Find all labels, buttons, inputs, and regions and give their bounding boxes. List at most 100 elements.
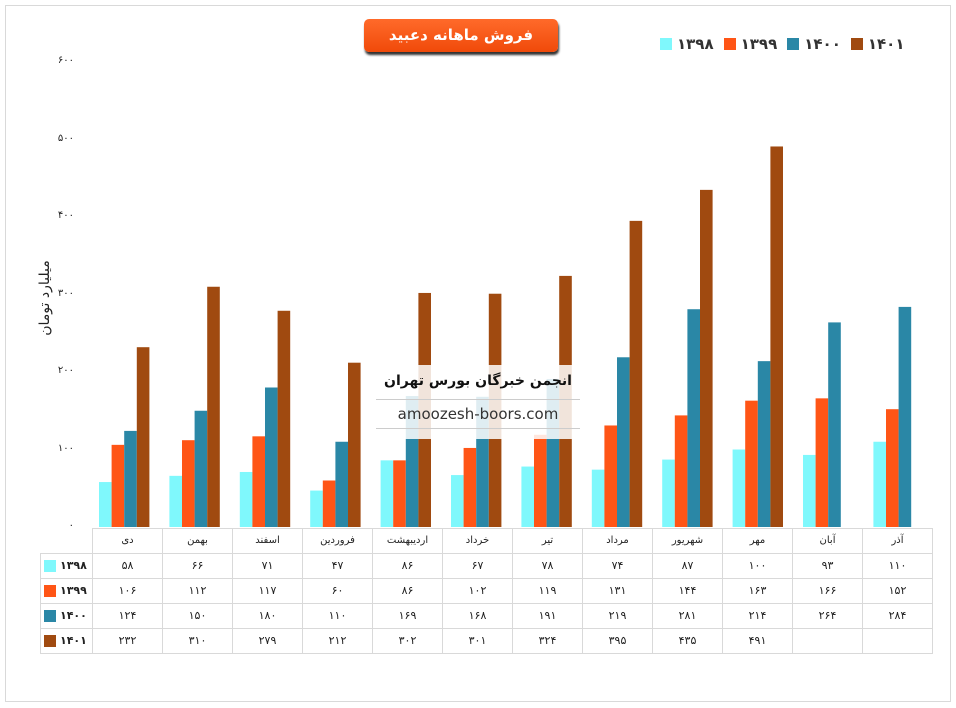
bar-2-0: [124, 430, 137, 527]
bar-0-4: [380, 460, 394, 527]
bar-0-5: [451, 475, 464, 527]
bar-2-3: [335, 441, 348, 527]
data-table: دی بهمن اسفند فروردین اردیبهشت خرداد تیر مرداد ش…: [40, 528, 933, 654]
x-tick-label: خرداد: [442, 528, 513, 554]
watermark: انجمن خبرگان بورس تهران amoozesh-boors.c…: [376, 365, 580, 439]
bar-0-0: [99, 482, 112, 527]
data-label: [792, 627, 863, 654]
y-tick-label: ۲۰۰: [57, 365, 74, 376]
x-tick-label: آذر: [862, 528, 933, 554]
data-label: ۳۰۲: [372, 627, 443, 654]
bar-0-2: [239, 471, 253, 527]
legend-label: ۱۳۹۸: [677, 35, 714, 53]
bar-0-9: [732, 449, 746, 527]
bar-2-8: [687, 309, 700, 527]
data-label: ۹۳: [792, 552, 863, 579]
bar-1-4: [393, 460, 406, 527]
series-name: ۱۳۹۹: [60, 584, 87, 597]
x-tick-label: تیر: [512, 528, 583, 554]
data-label: ۱۴۴: [652, 577, 723, 604]
legend-label: ۱۴۰۰: [804, 35, 841, 53]
bar-3-0: [136, 347, 150, 527]
data-label: ۱۱۲: [162, 577, 233, 604]
bar-0-8: [662, 459, 675, 527]
x-tick-label: بهمن: [162, 528, 233, 554]
x-tick-label: آبان: [792, 528, 863, 554]
series-name: ۱۳۹۸: [60, 559, 87, 572]
data-label: ۴۷: [302, 552, 373, 579]
legend-swatch: [850, 38, 863, 50]
bar-1-6: [534, 434, 547, 527]
data-label: ۱۶۳: [722, 577, 793, 604]
data-label: ۱۱۰: [862, 552, 933, 579]
bar-3-9: [770, 146, 783, 527]
data-label: ۱۰۶: [92, 577, 163, 604]
bar-0-10: [803, 454, 816, 527]
bar-0-6: [521, 466, 534, 527]
x-tick-label: اردیبهشت: [372, 528, 443, 554]
bar-1-10: [815, 398, 829, 527]
bar-0-7: [591, 469, 605, 527]
data-label: ۲۸۴: [862, 602, 933, 629]
x-tick-label: شهریور: [652, 528, 723, 554]
data-label: ۱۵۰: [162, 602, 233, 629]
data-label: ۱۸۰: [232, 602, 303, 629]
data-label: ۵۸: [92, 552, 163, 579]
watermark-site: amoozesh-boors.com: [376, 399, 580, 429]
data-label: ۱۰۲: [442, 577, 513, 604]
bar-2-1: [194, 410, 208, 527]
data-label: ۷۱: [232, 552, 303, 579]
table-row: ۱۳۹۸ ۵۸ ۶۶ ۷۱ ۴۷ ۸۶ ۶۷ ۷۸ ۷۴ ۸۷ ۱۰۰ ۹۳ ۱۱۰: [40, 552, 933, 579]
legend-swatch: [787, 38, 800, 50]
y-tick-label: ۵۰۰: [57, 132, 74, 144]
data-label: ۲۳۲: [92, 627, 163, 654]
data-label: ۱۶۸: [442, 602, 513, 629]
table-row: ۱۴۰۰ ۱۲۴ ۱۵۰ ۱۸۰ ۱۱۰ ۱۶۹ ۱۶۸ ۱۹۱ ۲۱۹ ۲۸۱ ۲۱۴ ۲۶۴ ۲۸۴: [40, 602, 933, 629]
series-name: ۱۴۰۰: [60, 609, 87, 622]
y-tick-label: ۳۰۰: [57, 287, 74, 299]
bar-2-2: [265, 387, 278, 527]
legend: ۱۳۹۸ ۱۳۹۹ ۱۴۰۰ ۱۴۰۱: [660, 35, 905, 53]
data-label: ۱۵۲: [862, 577, 933, 604]
legend-swatch: [44, 585, 56, 597]
bar-3-2: [277, 310, 291, 527]
series-label: ۱۴۰۱: [40, 627, 93, 654]
bar-1-8: [674, 415, 688, 527]
x-tick-label: دی: [92, 528, 163, 554]
bar-2-11: [898, 306, 912, 527]
data-label: ۴۹۱: [722, 627, 793, 654]
bar-2-10: [828, 322, 841, 527]
data-label: ۲۱۴: [722, 602, 793, 629]
legend-label: ۱۳۹۹: [740, 35, 778, 53]
data-label: ۲۷۹: [232, 627, 303, 654]
legend-swatch: [660, 38, 672, 50]
data-label: ۴۳۵: [652, 627, 723, 654]
data-label: ۲۱۹: [582, 602, 653, 629]
data-label: [862, 627, 933, 654]
data-label: ۱۳۱: [582, 577, 653, 604]
data-label: ۱۶۹: [372, 602, 443, 629]
data-label: ۲۸۱: [652, 602, 723, 629]
watermark-name: انجمن خبرگان بورس تهران: [384, 373, 572, 389]
data-label: ۱۱۷: [232, 577, 303, 604]
bar-1-2: [252, 436, 265, 527]
data-label: ۷۴: [582, 552, 653, 579]
bar-3-7: [629, 220, 643, 527]
bar-2-9: [757, 361, 771, 527]
series-label: ۱۳۹۹: [40, 577, 93, 604]
x-tick-label: اسفند: [232, 528, 303, 554]
bar-1-3: [322, 480, 336, 527]
data-label: ۲۱۲: [302, 627, 373, 654]
bar-1-0: [111, 444, 125, 527]
data-label: ۱۲۴: [92, 602, 163, 629]
bar-1-11: [886, 409, 899, 527]
legend-item: ۱۴۰۰: [787, 35, 841, 53]
legend-swatch: [44, 635, 56, 647]
table-row: ۱۴۰۱ ۲۳۲ ۳۱۰ ۲۷۹ ۲۱۲ ۳۰۲ ۳۰۱ ۳۲۴ ۳۹۵ ۴۳۵ ۴۹۱: [40, 627, 933, 654]
data-label: ۶۰: [302, 577, 373, 604]
legend-item: ۱۳۹۸: [660, 35, 714, 53]
series-label: ۱۳۹۸: [40, 552, 93, 579]
bar-1-7: [604, 425, 617, 527]
y-tick-label: ۱۰۰: [57, 442, 74, 454]
